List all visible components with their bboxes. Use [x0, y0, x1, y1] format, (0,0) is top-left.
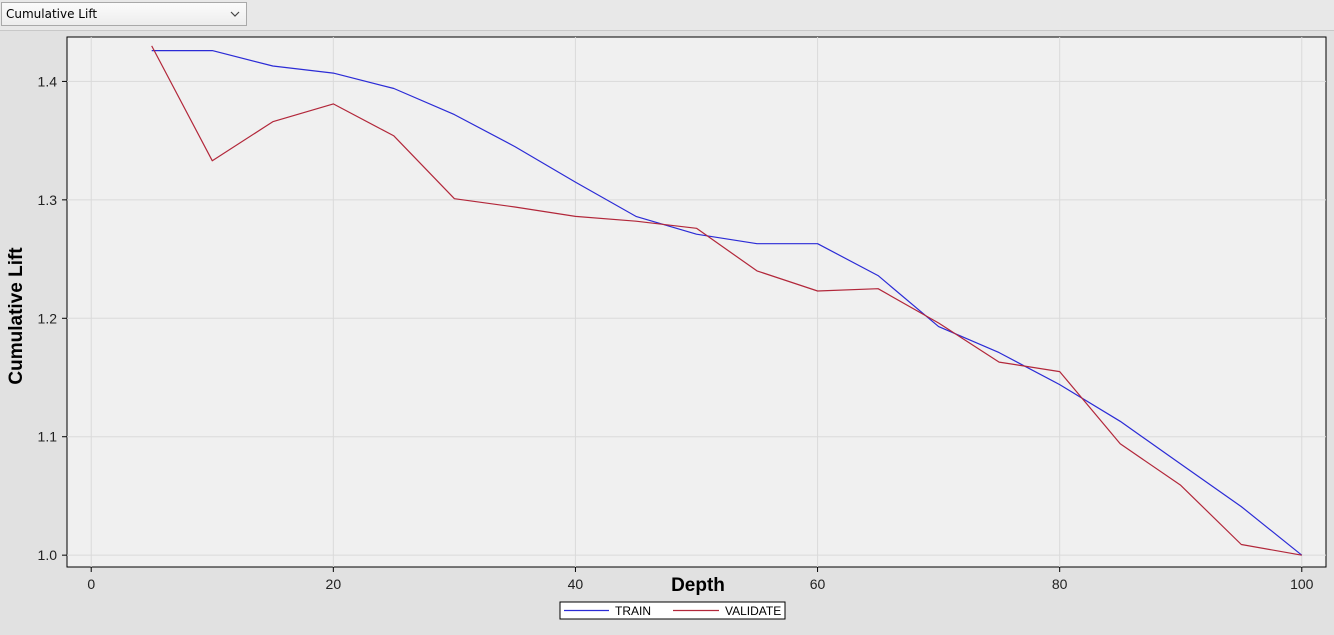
x-tick-label: 40 [568, 576, 584, 592]
legend-label-validate: VALIDATE [725, 604, 781, 618]
statistic-select-value: Cumulative Lift [6, 7, 98, 21]
y-tick-label: 1.3 [38, 192, 58, 208]
lift-chart: 1.0 1.1 1.2 1.3 1.4 0 20 40 60 80 100 Depth Cumul… [6, 36, 1327, 620]
grid-lines [67, 37, 1326, 567]
x-tick-label: 80 [1052, 576, 1068, 592]
x-tick-label: 20 [326, 576, 342, 592]
series-line-validate [151, 45, 1302, 556]
y-axis: 1.0 1.1 1.2 1.3 1.4 [38, 73, 67, 563]
series-line-train [151, 50, 1303, 556]
legend: TRAIN VALIDATE [559, 601, 786, 620]
x-axis: 0 20 40 60 80 100 [87, 567, 1314, 592]
legend-box [559, 601, 786, 620]
x-tick-label: 100 [1290, 576, 1314, 592]
x-tick-label: 60 [810, 576, 826, 592]
legend-label-train: TRAIN [615, 604, 651, 618]
series-lines [151, 45, 1303, 556]
toolbar: Cumulative Lift [0, 0, 1334, 31]
x-axis-title: Depth [671, 575, 725, 596]
y-tick-label: 1.4 [38, 73, 58, 89]
statistic-select[interactable]: Cumulative Lift [1, 2, 247, 26]
y-tick-label: 1.0 [38, 547, 58, 563]
y-tick-label: 1.1 [38, 429, 58, 445]
x-tick-label: 0 [87, 576, 95, 592]
chevron-down-icon[interactable] [228, 3, 242, 25]
plot-area [66, 36, 1327, 568]
y-axis-title: Cumulative Lift [6, 247, 27, 385]
y-tick-label: 1.2 [38, 310, 58, 326]
